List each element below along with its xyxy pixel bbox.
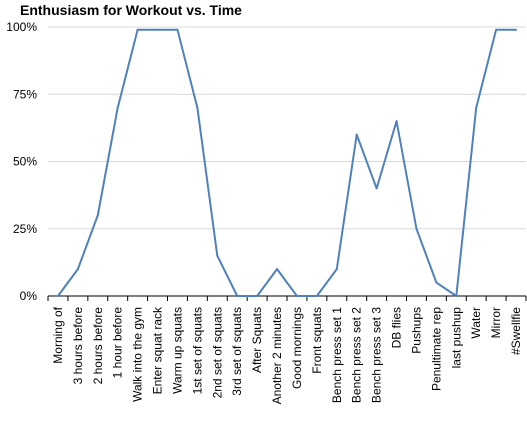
data-point <box>76 268 79 271</box>
x-tick-label: Morning of <box>51 306 65 363</box>
y-tick-label: 0% <box>20 289 38 303</box>
x-tick-label: 3rd set of squats <box>230 307 244 396</box>
data-point <box>295 295 298 297</box>
data-point <box>236 295 239 297</box>
y-tick-label: 75% <box>13 87 37 101</box>
x-tick-label: 1 hour before <box>111 307 125 379</box>
data-point <box>276 268 279 271</box>
data-point <box>495 28 498 31</box>
x-tick-label: Another 2 minutes <box>270 307 284 404</box>
data-point <box>375 187 378 190</box>
y-tick-label: 25% <box>13 222 37 236</box>
chart-title: Enthusiasm for Workout vs. Time <box>20 2 242 18</box>
x-tick-label: Bench press set 3 <box>370 307 384 403</box>
x-tick-label: Penultimate rep <box>429 307 443 391</box>
x-tick-label: Mirror <box>489 307 503 338</box>
x-tick-label: DB flies <box>390 307 404 348</box>
data-point <box>435 281 438 284</box>
data-point <box>355 133 358 136</box>
x-tick-label: 3 hours before <box>71 307 85 385</box>
y-tick-label: 50% <box>13 155 37 169</box>
data-point <box>475 106 478 109</box>
data-point <box>56 295 59 297</box>
x-tick-label: 2nd set of squats <box>210 307 224 398</box>
x-tick-label: Front squats <box>310 307 324 374</box>
x-tick-label: Enter squat rack <box>151 306 165 394</box>
x-tick-label: #Swellfie <box>509 307 523 355</box>
data-point <box>515 28 518 31</box>
data-point <box>96 214 99 217</box>
x-tick-label: Good mornings <box>290 307 304 389</box>
data-point <box>136 28 139 31</box>
data-point <box>415 227 418 230</box>
series-line <box>57 28 517 297</box>
x-tick-label: 1st set of squats <box>190 307 204 394</box>
data-point <box>315 295 318 297</box>
data-point <box>335 268 338 271</box>
data-point <box>116 106 119 109</box>
y-tick-label: 100% <box>6 20 37 34</box>
x-tick-label: Walk into the gym <box>131 307 145 402</box>
x-tick-label: Pushups <box>409 307 423 354</box>
data-point <box>455 295 458 297</box>
data-point <box>216 254 219 257</box>
x-tick-label: last pushup <box>449 307 463 369</box>
data-point <box>196 106 199 109</box>
x-tick-label: Water <box>469 307 483 339</box>
x-tick-label: After Squats <box>250 307 264 373</box>
data-point <box>256 295 259 297</box>
x-tick-label: Bench press set 1 <box>330 307 344 403</box>
x-tick-label: Bench press set 2 <box>350 307 364 403</box>
data-point <box>156 28 159 31</box>
data-point <box>176 28 179 31</box>
x-tick-label: Warm up squats <box>170 307 184 394</box>
data-point <box>395 120 398 123</box>
x-tick-label: 2 hours before <box>91 307 105 385</box>
